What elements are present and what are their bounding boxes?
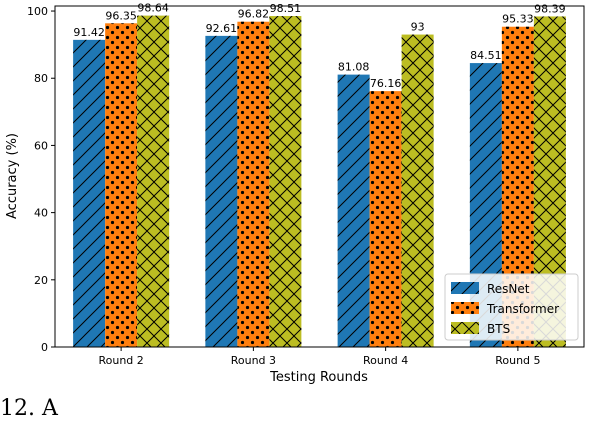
y-tick-label: 0 bbox=[41, 341, 48, 354]
data-label-transformer-round-5: 95.33 bbox=[502, 13, 534, 26]
x-tick-label: Round 2 bbox=[98, 354, 143, 367]
legend-swatch-hatch-transformer bbox=[451, 302, 479, 314]
bar-hatch-resnet-round-4 bbox=[337, 74, 370, 347]
data-label-resnet-round-4: 81.08 bbox=[338, 61, 370, 74]
data-label-bts-round-2: 98.64 bbox=[137, 2, 169, 15]
y-axis-label: Accuracy (%) bbox=[5, 133, 20, 219]
x-axis-label: Testing Rounds bbox=[269, 370, 368, 385]
x-tick-label: Round 5 bbox=[495, 354, 540, 367]
y-tick-label: 60 bbox=[34, 139, 48, 152]
data-label-resnet-round-3: 92.61 bbox=[206, 22, 238, 35]
data-label-transformer-round-2: 96.35 bbox=[105, 9, 137, 22]
data-label-bts-round-3: 98.51 bbox=[270, 2, 302, 15]
legend: ResNet Transformer BTS bbox=[444, 273, 579, 341]
figure-caption: 12. A bbox=[0, 396, 58, 421]
legend-swatch-hatch-bts bbox=[451, 322, 479, 334]
bar-hatch-transformer-round-4 bbox=[369, 91, 402, 347]
y-tick-label: 80 bbox=[34, 72, 48, 85]
x-tick-label: Round 4 bbox=[363, 354, 408, 367]
y-axis: 0 20 40 60 80 100 bbox=[27, 5, 55, 354]
x-tick-label: Round 3 bbox=[231, 354, 276, 367]
bars-layer bbox=[73, 15, 566, 348]
plot-frame bbox=[54, 5, 585, 348]
legend-label-resnet: ResNet bbox=[487, 282, 530, 296]
data-label-resnet-round-2: 91.42 bbox=[73, 26, 105, 39]
legend-label-transformer: Transformer bbox=[486, 302, 559, 316]
data-label-bts-round-5: 98.39 bbox=[534, 2, 566, 15]
data-label-bts-round-4: 93 bbox=[411, 21, 425, 34]
bar-hatch-transformer-round-3 bbox=[237, 21, 270, 347]
bar-hatch-resnet-round-2 bbox=[73, 39, 106, 347]
y-tick-label: 100 bbox=[27, 5, 48, 18]
x-axis: Round 2 Round 3 Round 4 Round 5 bbox=[98, 347, 541, 367]
data-label-transformer-round-3: 96.82 bbox=[238, 8, 270, 21]
legend-swatch-hatch-resnet bbox=[451, 282, 479, 294]
bar-hatch-resnet-round-3 bbox=[205, 35, 238, 348]
bar-hatch-bts-round-2 bbox=[137, 15, 170, 348]
bar-hatch-transformer-round-2 bbox=[105, 23, 138, 347]
data-label-transformer-round-4: 76.16 bbox=[370, 77, 402, 90]
bar-hatch-bts-round-4 bbox=[401, 34, 434, 348]
legend-label-bts: BTS bbox=[487, 322, 510, 336]
bar-hatch-bts-round-3 bbox=[269, 16, 302, 347]
data-label-resnet-round-5: 84.51 bbox=[470, 49, 502, 62]
y-tick-label: 20 bbox=[34, 274, 48, 287]
y-tick-label: 40 bbox=[34, 207, 48, 220]
